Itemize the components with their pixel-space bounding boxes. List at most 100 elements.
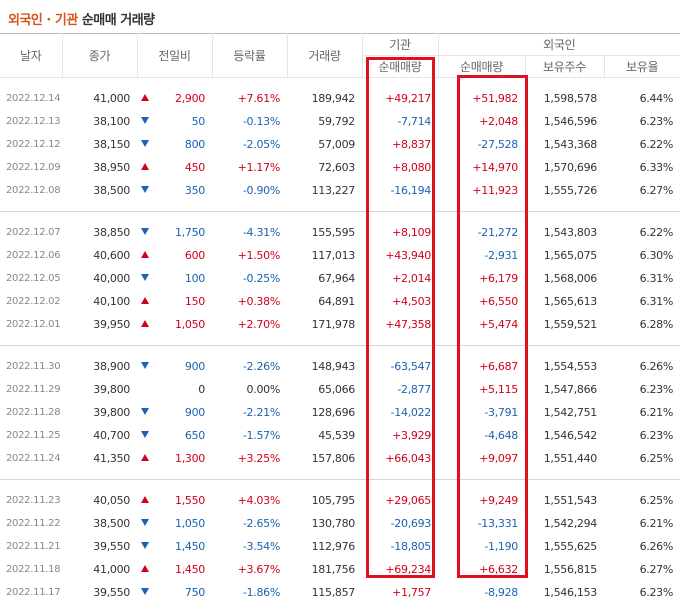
change-value: 450 xyxy=(184,161,205,174)
spacer-row xyxy=(0,211,680,221)
holdings: 1,543,803 xyxy=(543,226,598,239)
date: 2022.11.17 xyxy=(6,587,61,598)
change-value: 1,450 xyxy=(175,563,205,576)
ratio: 6.25% xyxy=(639,494,674,507)
foreign-net: +6,179 xyxy=(479,272,518,285)
change-value: 50 xyxy=(191,115,206,128)
ratio: 6.21% xyxy=(639,406,674,419)
change: 450 xyxy=(137,156,212,179)
rate: +1.50% xyxy=(237,249,281,262)
ratio: 6.30% xyxy=(639,249,674,262)
date: 2022.12.01 xyxy=(6,319,61,330)
col-header: 등락률 xyxy=(211,33,288,78)
inst-net: +3,929 xyxy=(392,429,431,442)
ratio: 6.23% xyxy=(639,586,674,599)
change: 1,550 xyxy=(137,489,212,512)
spacer-row xyxy=(0,202,680,212)
foreign-net: +2,048 xyxy=(479,115,518,128)
data-row: 2022.11.29 39,800 0 0.00% 65,066 -2,877 +5,115… xyxy=(0,378,680,401)
inst-net: -14,022 xyxy=(390,406,432,419)
spacer xyxy=(0,345,680,355)
change: 1,300 xyxy=(137,447,212,470)
rate: -4.31% xyxy=(242,226,280,239)
close: 40,700 xyxy=(93,429,130,442)
volume: 59,792 xyxy=(318,115,355,128)
inst-net: -2,877 xyxy=(397,383,431,396)
data-row: 2022.12.02 40,100 150 +0.38% 64,891 +4,503 +6,… xyxy=(0,290,680,313)
row-group: 2022.11.23 40,050 1,550 +4.03% 105,795 +29,06… xyxy=(0,479,680,604)
change-value: 150 xyxy=(184,295,205,308)
data-row: 2022.12.05 40,000 100 -0.25% 67,964 +2,014 +6,… xyxy=(0,267,680,290)
inst-net: +8,837 xyxy=(392,138,431,151)
rate: +1.17% xyxy=(237,161,281,174)
close: 39,550 xyxy=(93,540,130,553)
ratio: 6.22% xyxy=(639,138,674,151)
foreign-net: +9,249 xyxy=(479,494,518,507)
rate: 0.00% xyxy=(246,383,281,396)
change-arrow xyxy=(141,251,149,258)
change-arrow xyxy=(141,565,149,572)
volume: 64,891 xyxy=(318,295,355,308)
close: 41,000 xyxy=(93,92,130,105)
rate: -1.86% xyxy=(242,586,280,599)
change-arrow xyxy=(141,94,149,101)
rate: +7.61% xyxy=(237,92,281,105)
date: 2022.12.02 xyxy=(6,296,61,307)
change-arrow xyxy=(141,362,149,369)
data-row: 2022.11.30 38,900 900 -2.26% 148,943 -63,547 +… xyxy=(0,355,680,378)
change: 150 xyxy=(137,290,212,313)
holdings: 1,555,726 xyxy=(543,184,598,197)
volume: 65,066 xyxy=(318,383,355,396)
holdings: 1,551,543 xyxy=(543,494,598,507)
change-arrow xyxy=(141,228,149,235)
change: 1,750 xyxy=(137,221,212,244)
date: 2022.11.30 xyxy=(6,361,61,372)
change: 350 xyxy=(137,179,212,202)
highlight-box xyxy=(457,75,528,578)
change-arrow xyxy=(141,588,149,595)
close: 41,350 xyxy=(93,452,130,465)
foreign-net: -27,528 xyxy=(477,138,519,151)
data-row: 2022.11.18 41,000 1,450 +3.67% 181,756 +69,23… xyxy=(0,558,680,581)
change-arrow xyxy=(141,140,149,147)
inst-net: +49,217 xyxy=(385,92,431,105)
change-value: 1,050 xyxy=(175,318,205,331)
data-row: 2022.11.24 41,350 1,300 +3.25% 157,806 +66,04… xyxy=(0,447,680,470)
change-value: 1,300 xyxy=(175,452,205,465)
data-row: 2022.12.08 38,500 350 -0.90% 113,227 -16,194 +… xyxy=(0,179,680,202)
foreign-net: +51,982 xyxy=(472,92,518,105)
holdings: 1,559,521 xyxy=(543,318,598,331)
inst-net: +29,065 xyxy=(385,494,431,507)
date: 2022.12.12 xyxy=(6,139,61,150)
ratio: 6.23% xyxy=(639,383,674,396)
volume: 128,696 xyxy=(311,406,356,419)
holdings: 1,565,075 xyxy=(543,249,598,262)
change-value: 1,050 xyxy=(175,517,205,530)
change: 750 xyxy=(137,581,212,604)
inst-net: +66,043 xyxy=(385,452,431,465)
change: 800 xyxy=(137,133,212,156)
change: 650 xyxy=(137,424,212,447)
inst-net: +2,014 xyxy=(392,272,431,285)
row-group: 2022.11.30 38,900 900 -2.26% 148,943 -63,547 +… xyxy=(0,345,680,480)
change: 100 xyxy=(137,267,212,290)
ratio: 6.26% xyxy=(639,540,674,553)
holdings: 1,546,153 xyxy=(543,586,598,599)
foreign-net: -3,791 xyxy=(484,406,518,419)
close: 40,050 xyxy=(93,494,130,507)
holdings: 1,598,578 xyxy=(543,92,598,105)
close: 38,500 xyxy=(93,517,130,530)
ratio: 6.27% xyxy=(639,184,674,197)
data-row: 2022.12.14 41,000 2,900 +7.61% 189,942 +49,21… xyxy=(0,87,680,110)
volume: 113,227 xyxy=(311,184,356,197)
ratio: 6.44% xyxy=(639,92,674,105)
inst-net: +8,109 xyxy=(392,226,431,239)
close: 39,550 xyxy=(93,586,130,599)
volume: 72,603 xyxy=(318,161,355,174)
holdings: 1,555,625 xyxy=(543,540,598,553)
foreign-net: -13,331 xyxy=(477,517,519,530)
volume: 157,806 xyxy=(311,452,356,465)
date: 2022.12.13 xyxy=(6,116,61,127)
volume: 105,795 xyxy=(311,494,356,507)
rate: +2.70% xyxy=(237,318,281,331)
